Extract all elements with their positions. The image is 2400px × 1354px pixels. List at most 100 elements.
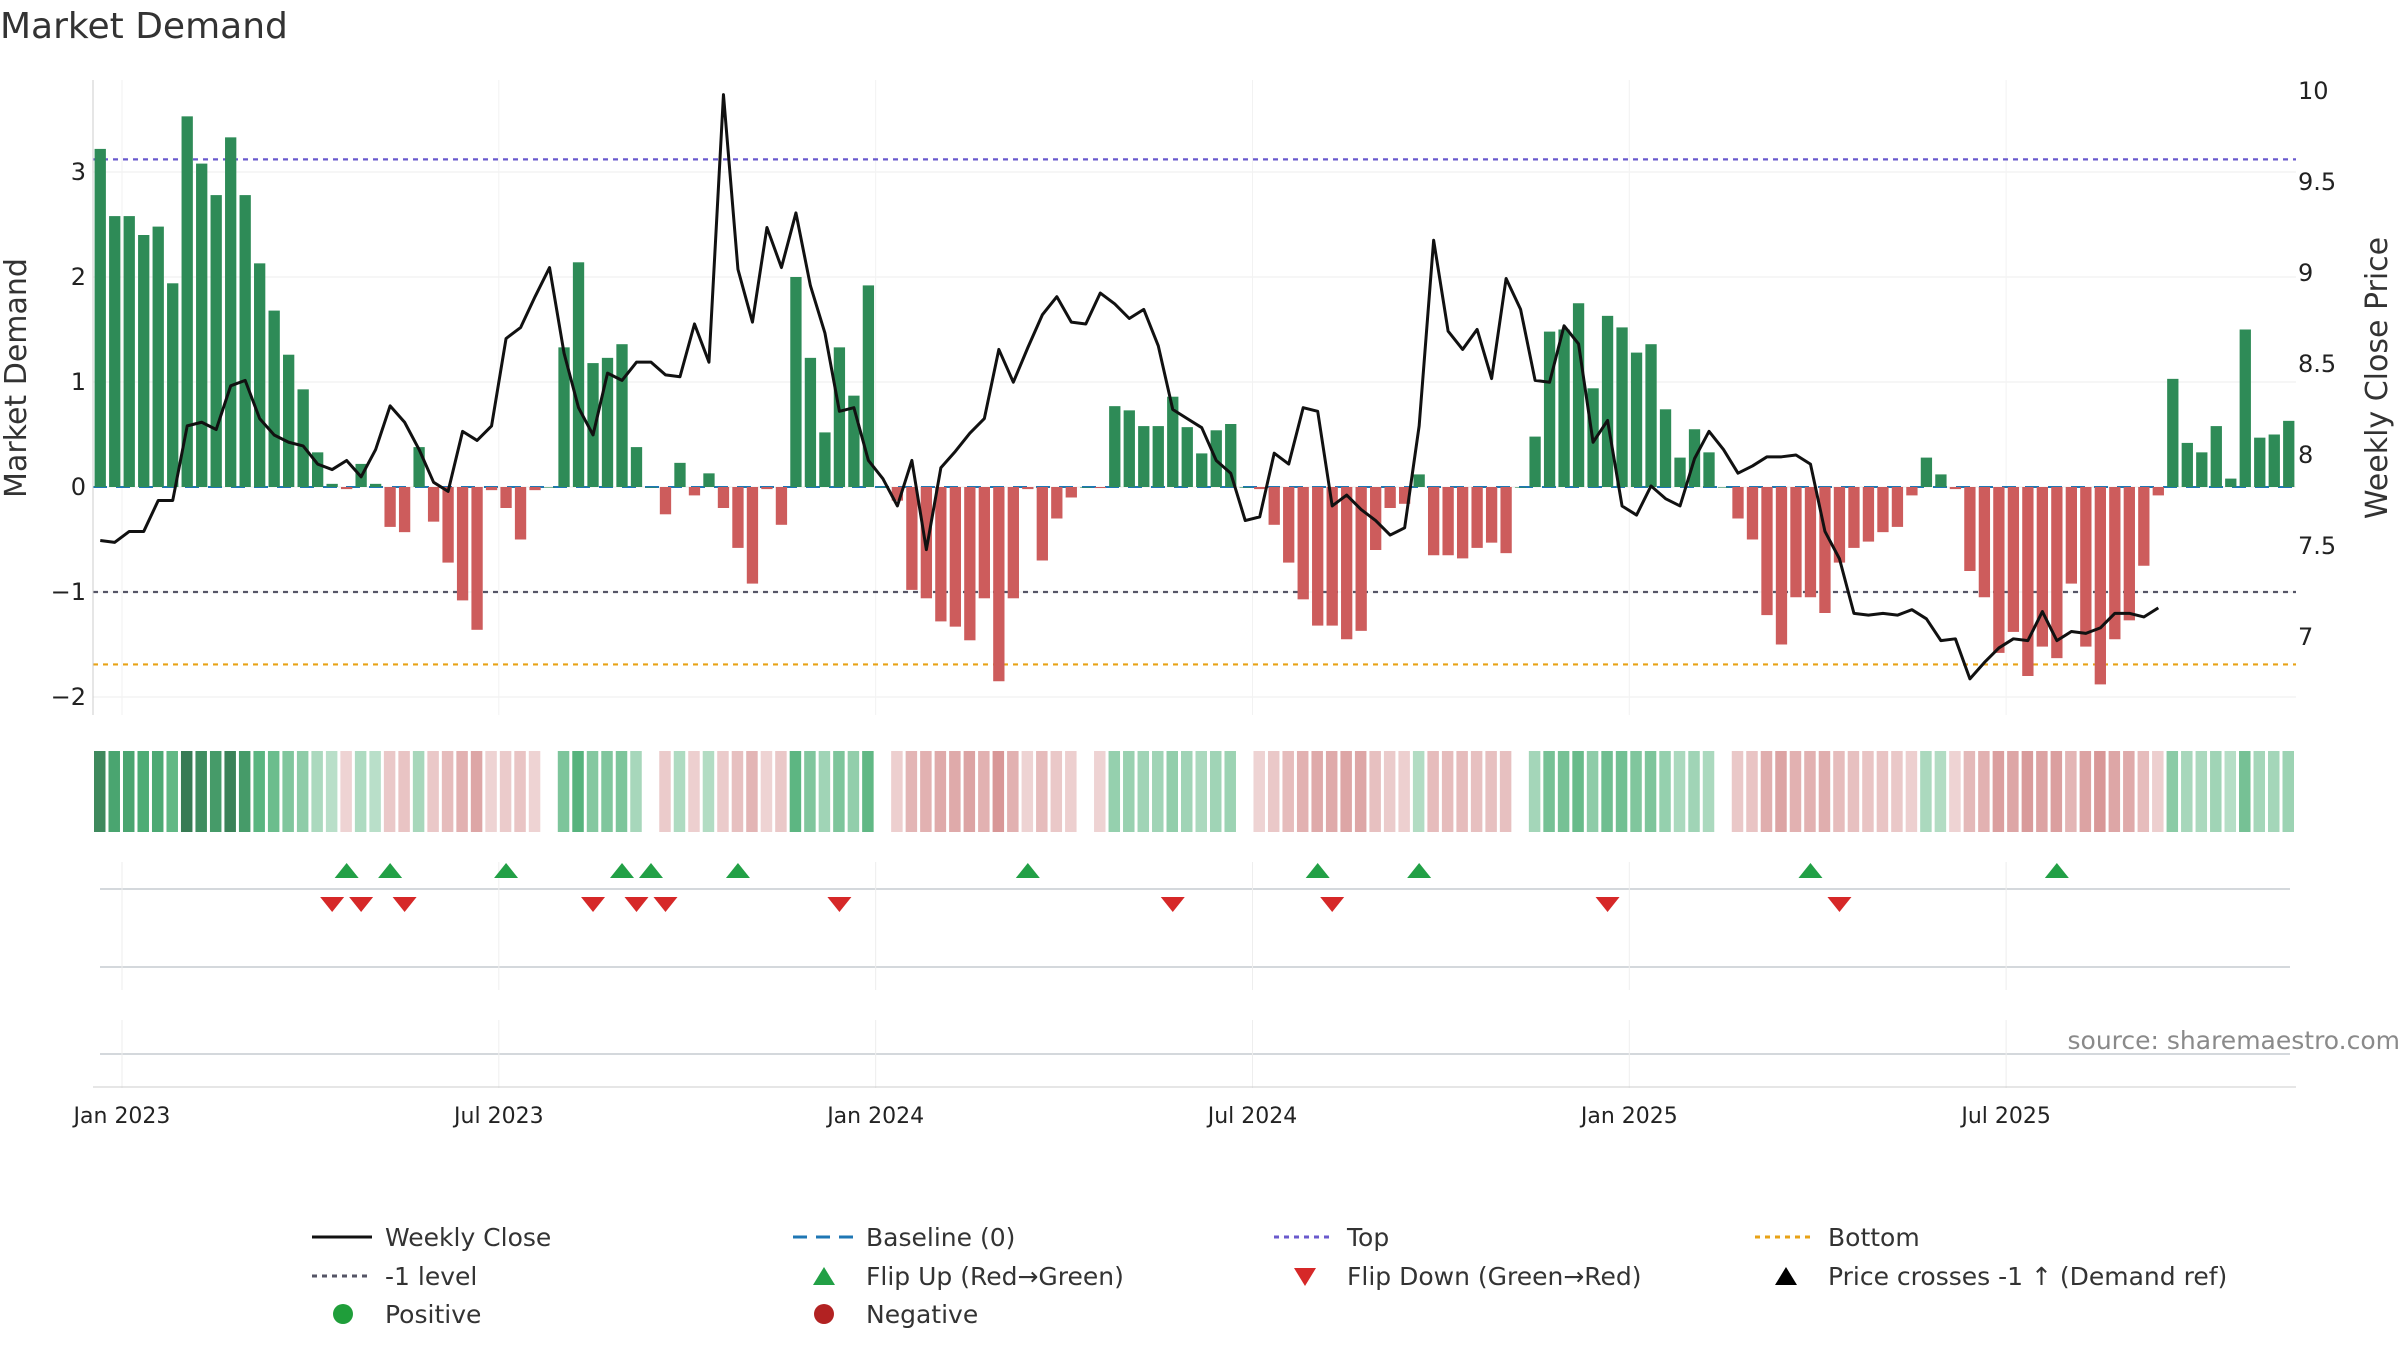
- demand-bar-positive: [1935, 474, 1946, 487]
- heat-cell: [108, 751, 119, 832]
- heat-cell: [1761, 751, 1772, 832]
- heat-cell: [297, 751, 308, 832]
- heat-cell: [717, 751, 728, 832]
- heat-cell: [1181, 751, 1192, 832]
- heat-cell: [369, 751, 380, 832]
- demand-bar-negative: [935, 487, 946, 621]
- demand-bar-negative: [1341, 487, 1352, 639]
- heat-cell: [442, 751, 453, 832]
- demand-bar-negative: [428, 487, 439, 522]
- heat-cell: [1152, 751, 1163, 832]
- demand-bar-negative: [2138, 487, 2149, 566]
- demand-bar-negative: [761, 487, 772, 489]
- demand-bar-negative: [2095, 487, 2106, 684]
- legend-flip-up-label: Flip Up (Red→Green): [866, 1262, 1124, 1291]
- demand-bars: [95, 116, 2295, 684]
- heat-cell: [1094, 751, 1105, 832]
- flip-down-marker: [827, 897, 851, 912]
- heat-cell: [1543, 751, 1554, 832]
- heat-cell: [2152, 751, 2163, 832]
- heat-cell: [94, 751, 105, 832]
- legend-top-label: Top: [1346, 1223, 1389, 1252]
- heat-cell: [413, 751, 424, 832]
- heat-cell: [1833, 751, 1844, 832]
- heat-cell: [1210, 751, 1221, 832]
- demand-bar-negative: [486, 487, 497, 490]
- legend-price-cross-icon: [1775, 1267, 1797, 1285]
- demand-bar-positive: [1558, 330, 1569, 488]
- demand-bar-positive: [1153, 426, 1164, 487]
- demand-bar-negative: [2008, 487, 2019, 632]
- heat-cell: [775, 751, 786, 832]
- heat-cell: [1717, 751, 1728, 832]
- right-axis-title: Weekly Close Price: [2360, 237, 2395, 519]
- heat-cell: [1239, 751, 1250, 832]
- heat-cell: [1196, 751, 1207, 832]
- heat-cell: [2167, 751, 2178, 832]
- demand-bar-negative: [1979, 487, 1990, 597]
- heat-cell: [833, 751, 844, 832]
- heat-cell: [1891, 751, 1902, 832]
- demand-bar-negative: [1993, 487, 2004, 653]
- demand-bar-negative: [689, 487, 700, 495]
- demand-bar-negative: [2022, 487, 2033, 676]
- heat-cell: [2007, 751, 2018, 832]
- demand-bar-negative: [1790, 487, 1801, 597]
- legend-weekly-close-label: Weekly Close: [385, 1223, 551, 1252]
- heat-cell: [1282, 751, 1293, 832]
- demand-bar-positive: [1109, 406, 1120, 487]
- demand-bar-positive: [834, 347, 845, 487]
- demand-bar-negative: [515, 487, 526, 540]
- heat-cell: [311, 751, 322, 832]
- heat-cell: [1572, 751, 1583, 832]
- flip-down-marker: [1161, 897, 1185, 912]
- reference-lines: [93, 159, 2296, 664]
- heat-cell: [1123, 751, 1134, 832]
- demand-bar-negative: [979, 487, 990, 598]
- heat-cell: [1080, 751, 1091, 832]
- heat-cell: [1514, 751, 1525, 832]
- demand-bar-negative: [1008, 487, 1019, 598]
- demand-bar-positive: [370, 484, 381, 487]
- flip-down-marker: [581, 897, 605, 912]
- demand-bar-positive: [1602, 316, 1613, 487]
- legend-flip-up-icon: [813, 1267, 835, 1285]
- demand-bar-positive: [645, 487, 656, 488]
- demand-bar-positive: [95, 149, 106, 487]
- demand-bar-negative: [1022, 487, 1033, 489]
- heat-cell: [645, 751, 656, 832]
- heat-cell: [224, 751, 235, 832]
- flip-down-marker: [1320, 897, 1344, 912]
- heat-cell: [949, 751, 960, 832]
- weekly-close-line: [100, 95, 2158, 679]
- flip-up-marker: [1016, 863, 1040, 878]
- heat-cell: [1587, 751, 1598, 832]
- demand-bar-negative: [1486, 487, 1497, 543]
- heat-cell: [1022, 751, 1033, 832]
- heat-cell: [1877, 751, 1888, 832]
- heat-cell: [1659, 751, 1670, 832]
- demand-bar-positive: [1660, 409, 1671, 487]
- legend: Weekly Close Baseline (0) Top Bottom -1 …: [312, 1223, 2227, 1329]
- heat-cell: [1224, 751, 1235, 832]
- left-axis-title: Market Demand: [0, 258, 34, 498]
- heat-cell: [1601, 751, 1612, 832]
- demand-bar-positive: [283, 355, 294, 487]
- legend-positive-dot: [333, 1304, 353, 1324]
- demand-bar-positive: [2211, 426, 2222, 487]
- demand-bar-positive: [573, 262, 584, 487]
- heat-cell: [1920, 751, 1931, 832]
- heat-cell: [195, 751, 206, 832]
- heat-cell: [1326, 751, 1337, 832]
- demand-bar-negative: [1906, 487, 1917, 495]
- demand-bar-positive: [1703, 452, 1714, 487]
- heat-cell: [485, 751, 496, 832]
- legend-baseline-label: Baseline (0): [866, 1223, 1015, 1252]
- heat-cell: [152, 751, 163, 832]
- heat-cell: [1935, 751, 1946, 832]
- legend-negative-dot: [814, 1304, 834, 1324]
- heat-cell: [862, 751, 873, 832]
